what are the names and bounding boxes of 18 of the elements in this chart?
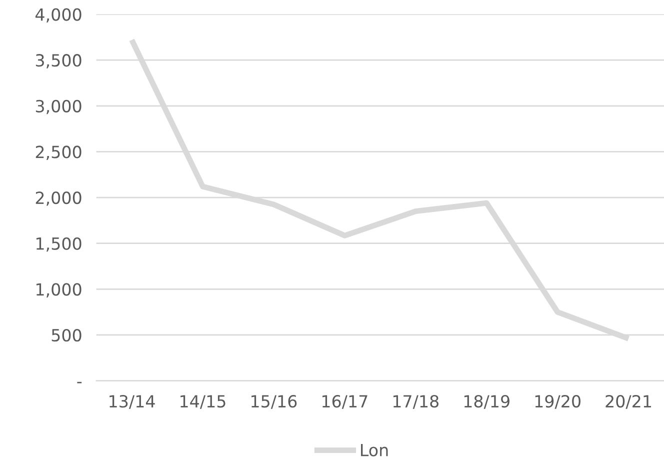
x-tick-label: 17/18 — [393, 394, 438, 409]
y-tick-label: 2,000 — [36, 192, 82, 206]
x-tick-label: 19/20 — [535, 394, 580, 409]
y-tick-label: 1,500 — [36, 237, 82, 252]
y-tick-label: - — [77, 382, 82, 384]
x-tick-label: 20/21 — [606, 394, 651, 409]
y-tick-label: 3,000 — [36, 100, 82, 114]
x-tick-label: 14/15 — [180, 395, 226, 409]
y-tick-label: 2,500 — [36, 146, 82, 160]
x-tick-label: 13/14 — [110, 394, 155, 409]
legend-label: Lon — [361, 444, 388, 456]
y-tick-label: 500 — [52, 328, 82, 342]
y-tick-label: 4,000 — [35, 8, 82, 23]
x-tick-label: 16/17 — [322, 394, 368, 409]
y-tick-label: 1,000 — [36, 283, 82, 298]
y-tick-label: 3,500 — [36, 54, 82, 68]
x-tick-label: 18/19 — [464, 394, 510, 409]
x-tick-label: 15/16 — [252, 394, 297, 409]
